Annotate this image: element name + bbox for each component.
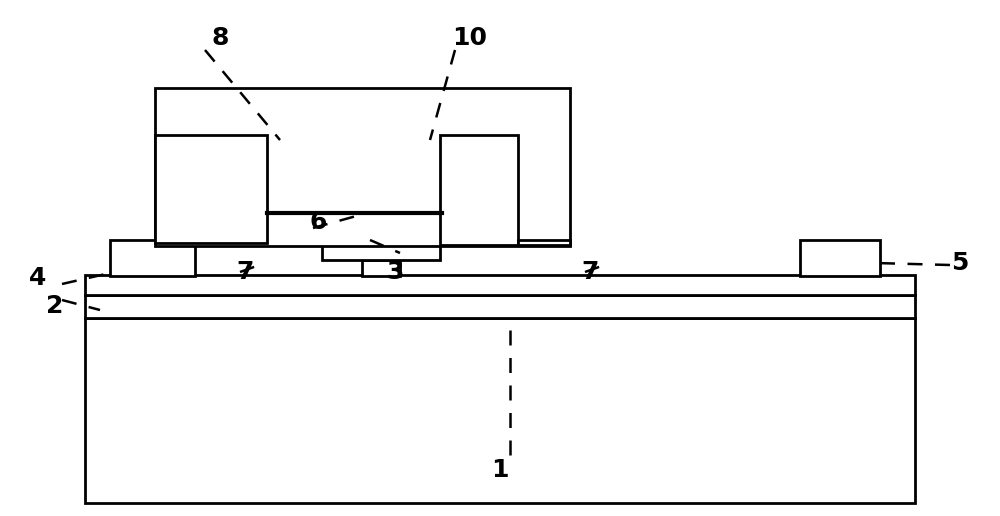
- Bar: [518, 240, 570, 245]
- Bar: [85, 275, 915, 295]
- Bar: [267, 155, 442, 215]
- Bar: [85, 318, 915, 503]
- Text: 7: 7: [581, 260, 599, 284]
- Bar: [110, 240, 195, 276]
- Bar: [322, 215, 440, 260]
- Bar: [85, 295, 915, 318]
- Text: 10: 10: [452, 26, 488, 50]
- Text: 6: 6: [309, 210, 327, 234]
- Text: 3: 3: [386, 260, 404, 284]
- Bar: [440, 135, 518, 245]
- Text: 1: 1: [491, 458, 509, 482]
- Bar: [155, 135, 267, 243]
- Text: 4: 4: [29, 266, 47, 290]
- Text: 8: 8: [211, 26, 229, 50]
- Text: 7: 7: [236, 260, 254, 284]
- Bar: [362, 260, 400, 276]
- Bar: [800, 240, 880, 276]
- Text: 5: 5: [951, 251, 969, 275]
- Bar: [155, 88, 570, 246]
- Text: 2: 2: [46, 294, 64, 318]
